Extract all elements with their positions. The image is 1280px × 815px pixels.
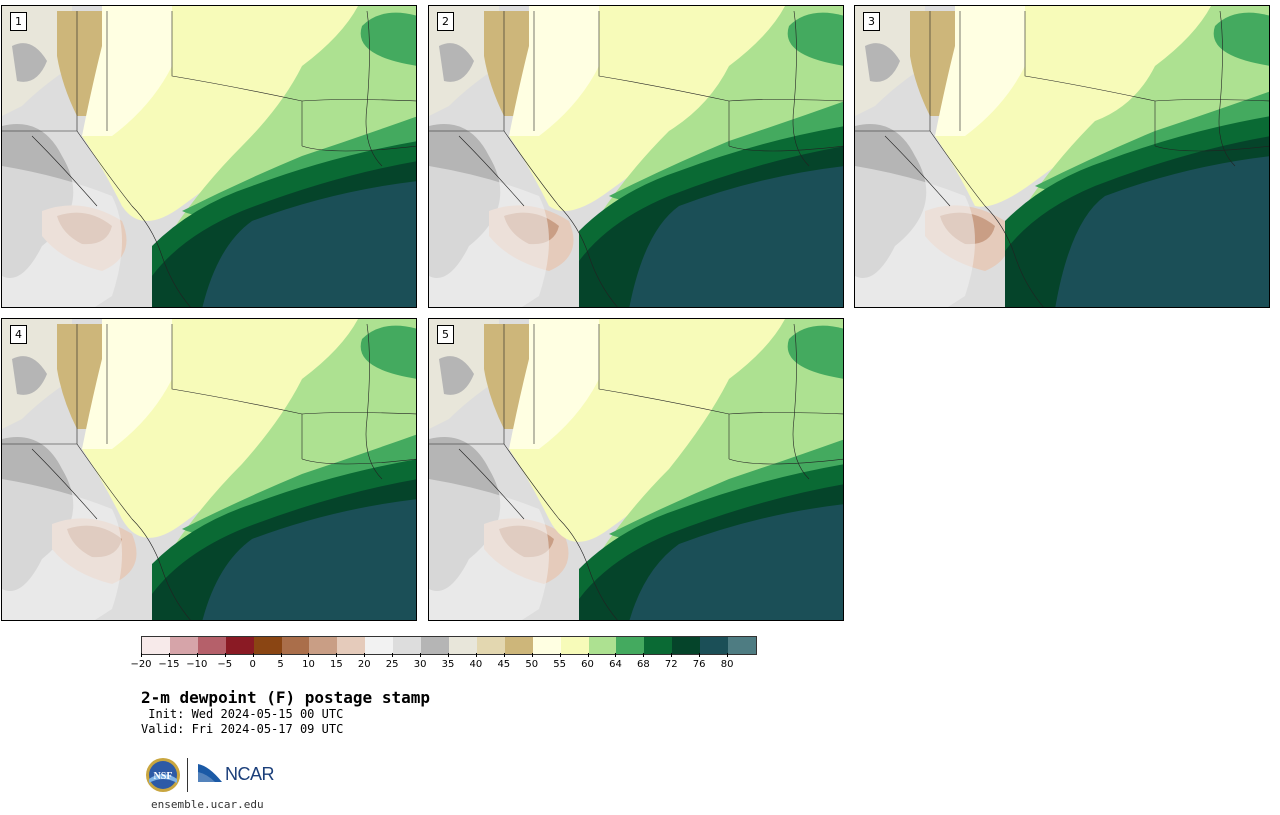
colorbar-tick [141,653,142,657]
ncar-logo: NCAR [197,762,275,788]
member-number-label: 5 [437,325,454,344]
colorbar-tick [364,653,366,657]
colorbar-segment [448,637,477,654]
colorbar-segment [365,637,394,654]
colorbar-segment [142,637,170,654]
colorbar-segment [504,637,533,654]
colorbar-tick-label: 40 [469,659,483,670]
colorbar-tick-label: −5 [217,659,233,670]
colorbar-tick [503,653,505,657]
colorbar-segment [476,637,505,654]
colorbar-segment [225,637,254,654]
colorbar-tick-label: 64 [609,659,622,670]
postage-stamp-map: 4 [1,318,417,621]
colorbar-tick [336,653,338,657]
colorbar-tick-label: 20 [357,659,371,670]
colorbar-ticks: −20 −15 −10 −5 0 5 10 15 20 25 30 35 40 45 50 55 60 64 68 7… [130,653,755,673]
colorbar-tick [559,653,561,657]
colorbar-tick [168,653,170,657]
colorbar-tick-label: 80 [720,659,734,670]
colorbar-tick [531,653,533,657]
init-time: Init: Wed 2024-05-15 00 UTC [141,707,344,721]
colorbar-tick [475,653,477,657]
colorbar-segment [253,637,282,654]
colorbar-tick [252,653,254,657]
ncar-wave-icon [198,764,222,782]
colorbar-tick-label: 30 [413,659,427,670]
member-number-label: 2 [437,12,454,31]
colorbar-tick [392,653,394,657]
colorbar-segment [309,637,338,654]
colorbar-segment [644,637,673,654]
valid-time: Valid: Fri 2024-05-17 09 UTC [141,722,344,736]
colorbar-tick-label: 15 [329,659,343,670]
postage-stamp-map: 1 [1,5,417,308]
postage-stamp-map: 5 [428,318,844,621]
colorbar-tick [280,653,282,657]
colorbar-tick [727,653,729,657]
colorbar-tick-label: 55 [553,659,566,670]
postage-stamp-map: 3 [854,5,1270,308]
colorbar-tick [671,653,673,657]
colorbar-tick-label: −20 [130,659,152,670]
colorbar-tick-label: 72 [664,659,678,670]
colorbar-tick [699,653,701,657]
logo-divider [187,758,188,792]
colorbar-tick [308,653,310,657]
colorbar-tick [196,653,198,657]
colorbar-tick-label: 45 [497,659,511,670]
colorbar-tick [420,653,422,657]
colorbar-tick-label: 50 [525,659,539,670]
colorbar-tick-label: 35 [441,659,455,670]
nsf-logo-text: NSF [154,771,173,782]
colorbar-tick [448,653,449,657]
colorbar-segment [560,637,589,654]
colorbar-segment [421,637,449,654]
colorbar-tick [643,653,645,657]
colorbar-segment [616,637,645,654]
member-number-label: 4 [10,325,27,344]
colorbar-tick [587,653,589,657]
colorbar-tick-label: 0 [249,659,256,670]
ncar-logo-text: NCAR [225,764,275,784]
colorbar-tick-label: −15 [158,659,180,670]
colorbar-segment [672,637,701,654]
colorbar-segment [169,637,198,654]
colorbar-tick-label: 60 [581,659,594,670]
colorbar-tick-label: 25 [385,659,399,670]
colorbar-tick-label: 10 [302,659,315,670]
member-number-label: 3 [863,12,880,31]
member-number-label: 1 [10,12,27,31]
colorbar-tick [615,653,617,657]
colorbar-segment [197,637,226,654]
colorbar-segment [700,637,729,654]
site-url: ensemble.ucar.edu [151,798,264,811]
colorbar-segment [393,637,422,654]
nsf-logo: NSF [146,758,180,792]
colorbar-tick [224,653,226,657]
colorbar-segment [728,637,756,654]
colorbar-segment [532,637,561,654]
postage-stamp-map: 2 [428,5,844,308]
colorbar-tick-label: 5 [277,659,284,670]
colorbar-tick-label: −10 [186,659,208,670]
colorbar-tick-label: 76 [692,659,706,670]
colorbar-segment [588,637,617,654]
colorbar-tick-label: 68 [636,659,650,670]
plot-title: 2-m dewpoint (F) postage stamp [141,688,430,707]
colorbar-segment [337,637,366,654]
colorbar-segment [281,637,310,654]
